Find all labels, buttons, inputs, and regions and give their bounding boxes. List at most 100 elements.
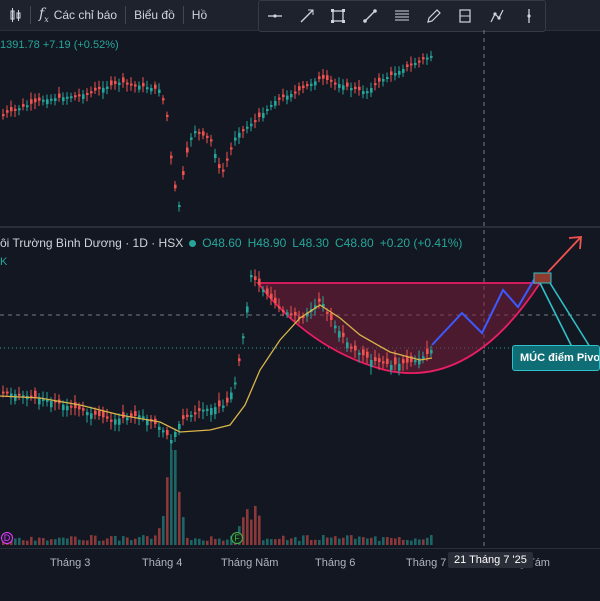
vertical-line-tool[interactable] xyxy=(518,5,540,27)
stock-candle-body xyxy=(174,432,177,437)
index-candle-body xyxy=(10,107,13,112)
index-candle-body xyxy=(162,98,165,101)
rectangle-tool[interactable] xyxy=(327,5,349,27)
volume-bar xyxy=(430,535,433,545)
volume-bar xyxy=(302,535,305,545)
x-tick-label: Tháng 3 xyxy=(50,557,91,569)
brush-tool[interactable] xyxy=(359,5,381,27)
index-candle-body xyxy=(174,184,177,189)
callout-pointer xyxy=(539,282,573,348)
pane-divider[interactable] xyxy=(0,226,600,228)
symbol-title[interactable]: ôi Trường Bình Dương · 1D · HSX xyxy=(0,236,184,250)
stock-candle-body xyxy=(30,395,33,398)
pivot-callout-text: MÚC điểm Pivot xyxy=(520,352,600,364)
pencil-tool[interactable] xyxy=(423,5,445,27)
index-candle-body xyxy=(54,98,57,101)
index-candle-body xyxy=(50,98,53,101)
index-candle-body xyxy=(222,169,225,172)
indicators-button[interactable]: fx Các chỉ báo xyxy=(31,0,125,30)
stock-candle-body xyxy=(294,312,297,316)
volume-bar xyxy=(330,537,333,545)
volume-bar xyxy=(62,537,65,545)
pivot-callout[interactable]: MÚC điểm Pivot xyxy=(512,345,600,371)
stock-candle-body xyxy=(414,360,417,363)
index-candle-body xyxy=(226,158,229,161)
stock-candle-body xyxy=(210,408,213,415)
volume-bar xyxy=(114,535,117,545)
index-candle-body xyxy=(26,105,29,108)
fib-retracement-tool[interactable] xyxy=(391,5,413,27)
stock-candle-body xyxy=(22,395,25,398)
stock-candle-body xyxy=(342,332,345,337)
volume-bar xyxy=(210,536,213,545)
rectangle-icon xyxy=(331,9,346,23)
stock-candle-body xyxy=(82,408,85,411)
index-candle-body xyxy=(98,86,101,90)
chart-type-button[interactable]: Biểu đồ xyxy=(126,0,183,30)
earnings-badge[interactable]: F xyxy=(231,532,243,544)
x-tick-label: Tháng 7 xyxy=(406,557,447,569)
drawing-toolbar xyxy=(258,0,546,32)
x-tick-label: Tháng Năm xyxy=(221,557,279,569)
index-candle-body xyxy=(14,108,17,111)
index-candle-body xyxy=(354,86,357,90)
stock-candle-body xyxy=(126,417,129,421)
volume-bar xyxy=(206,540,209,545)
volume-bar xyxy=(198,538,201,545)
volume-bar xyxy=(150,538,153,545)
path-tool[interactable] xyxy=(486,5,508,27)
stock-candle-body xyxy=(38,397,41,405)
stock-candle-body xyxy=(358,352,361,355)
index-candle-body xyxy=(154,84,157,89)
stock-candle-body xyxy=(130,413,133,417)
breakout-arrow xyxy=(547,237,581,273)
stock-candle-body xyxy=(110,419,113,422)
candlestick-icon xyxy=(10,8,21,22)
volume-bar xyxy=(90,535,93,545)
candle-type-button[interactable] xyxy=(0,0,30,30)
index-candle-body xyxy=(294,91,297,94)
stock-candle-body xyxy=(302,315,305,318)
stock-candle-body xyxy=(286,312,289,315)
stock-candle-body xyxy=(262,290,265,292)
volume-bar xyxy=(30,536,33,545)
index-candle-body xyxy=(114,81,117,84)
index-candle-body xyxy=(394,73,397,76)
crosshair-date-label: 21 Tháng 7 '25 xyxy=(448,552,533,568)
index-candle-body xyxy=(362,91,365,95)
stock-candle-body xyxy=(226,397,229,403)
volume-bar xyxy=(178,491,181,545)
index-candle-body xyxy=(190,137,193,140)
indicators-label: Các chỉ báo xyxy=(53,8,118,22)
volume-bar xyxy=(342,537,345,545)
index-candle-body xyxy=(350,88,353,91)
volume-bar xyxy=(270,539,273,545)
index-candle-body xyxy=(298,86,301,91)
index-candle-body xyxy=(422,57,425,60)
stock-candle-body xyxy=(246,306,249,313)
index-candle-body xyxy=(118,82,121,86)
index-candle-body xyxy=(82,94,85,99)
stock-candle-body xyxy=(270,293,273,299)
stock-candle-body xyxy=(10,393,13,398)
volume-bar xyxy=(338,538,341,545)
stock-candle-body xyxy=(398,363,401,371)
vertical-line-icon xyxy=(527,9,531,23)
stock-candle-body xyxy=(362,349,365,356)
long-position-tool[interactable] xyxy=(454,5,476,27)
index-candle-body xyxy=(78,94,81,97)
volume-bar xyxy=(390,538,393,545)
chart-canvas[interactable] xyxy=(0,0,600,548)
breakout-arrow-head xyxy=(568,236,582,250)
index-candle-body xyxy=(346,82,349,87)
index-candle-body xyxy=(314,81,317,86)
index-candle-body xyxy=(46,99,49,105)
stock-candle-body xyxy=(418,358,421,365)
more-button[interactable]: Hồ xyxy=(184,0,215,30)
dividend-badge[interactable]: D xyxy=(1,532,13,544)
pencil-icon xyxy=(426,9,441,23)
stock-candle-body xyxy=(422,356,425,359)
horizontal-line-tool[interactable] xyxy=(264,5,286,27)
stock-candle-body xyxy=(90,413,93,419)
trend-line-tool[interactable] xyxy=(296,5,318,27)
